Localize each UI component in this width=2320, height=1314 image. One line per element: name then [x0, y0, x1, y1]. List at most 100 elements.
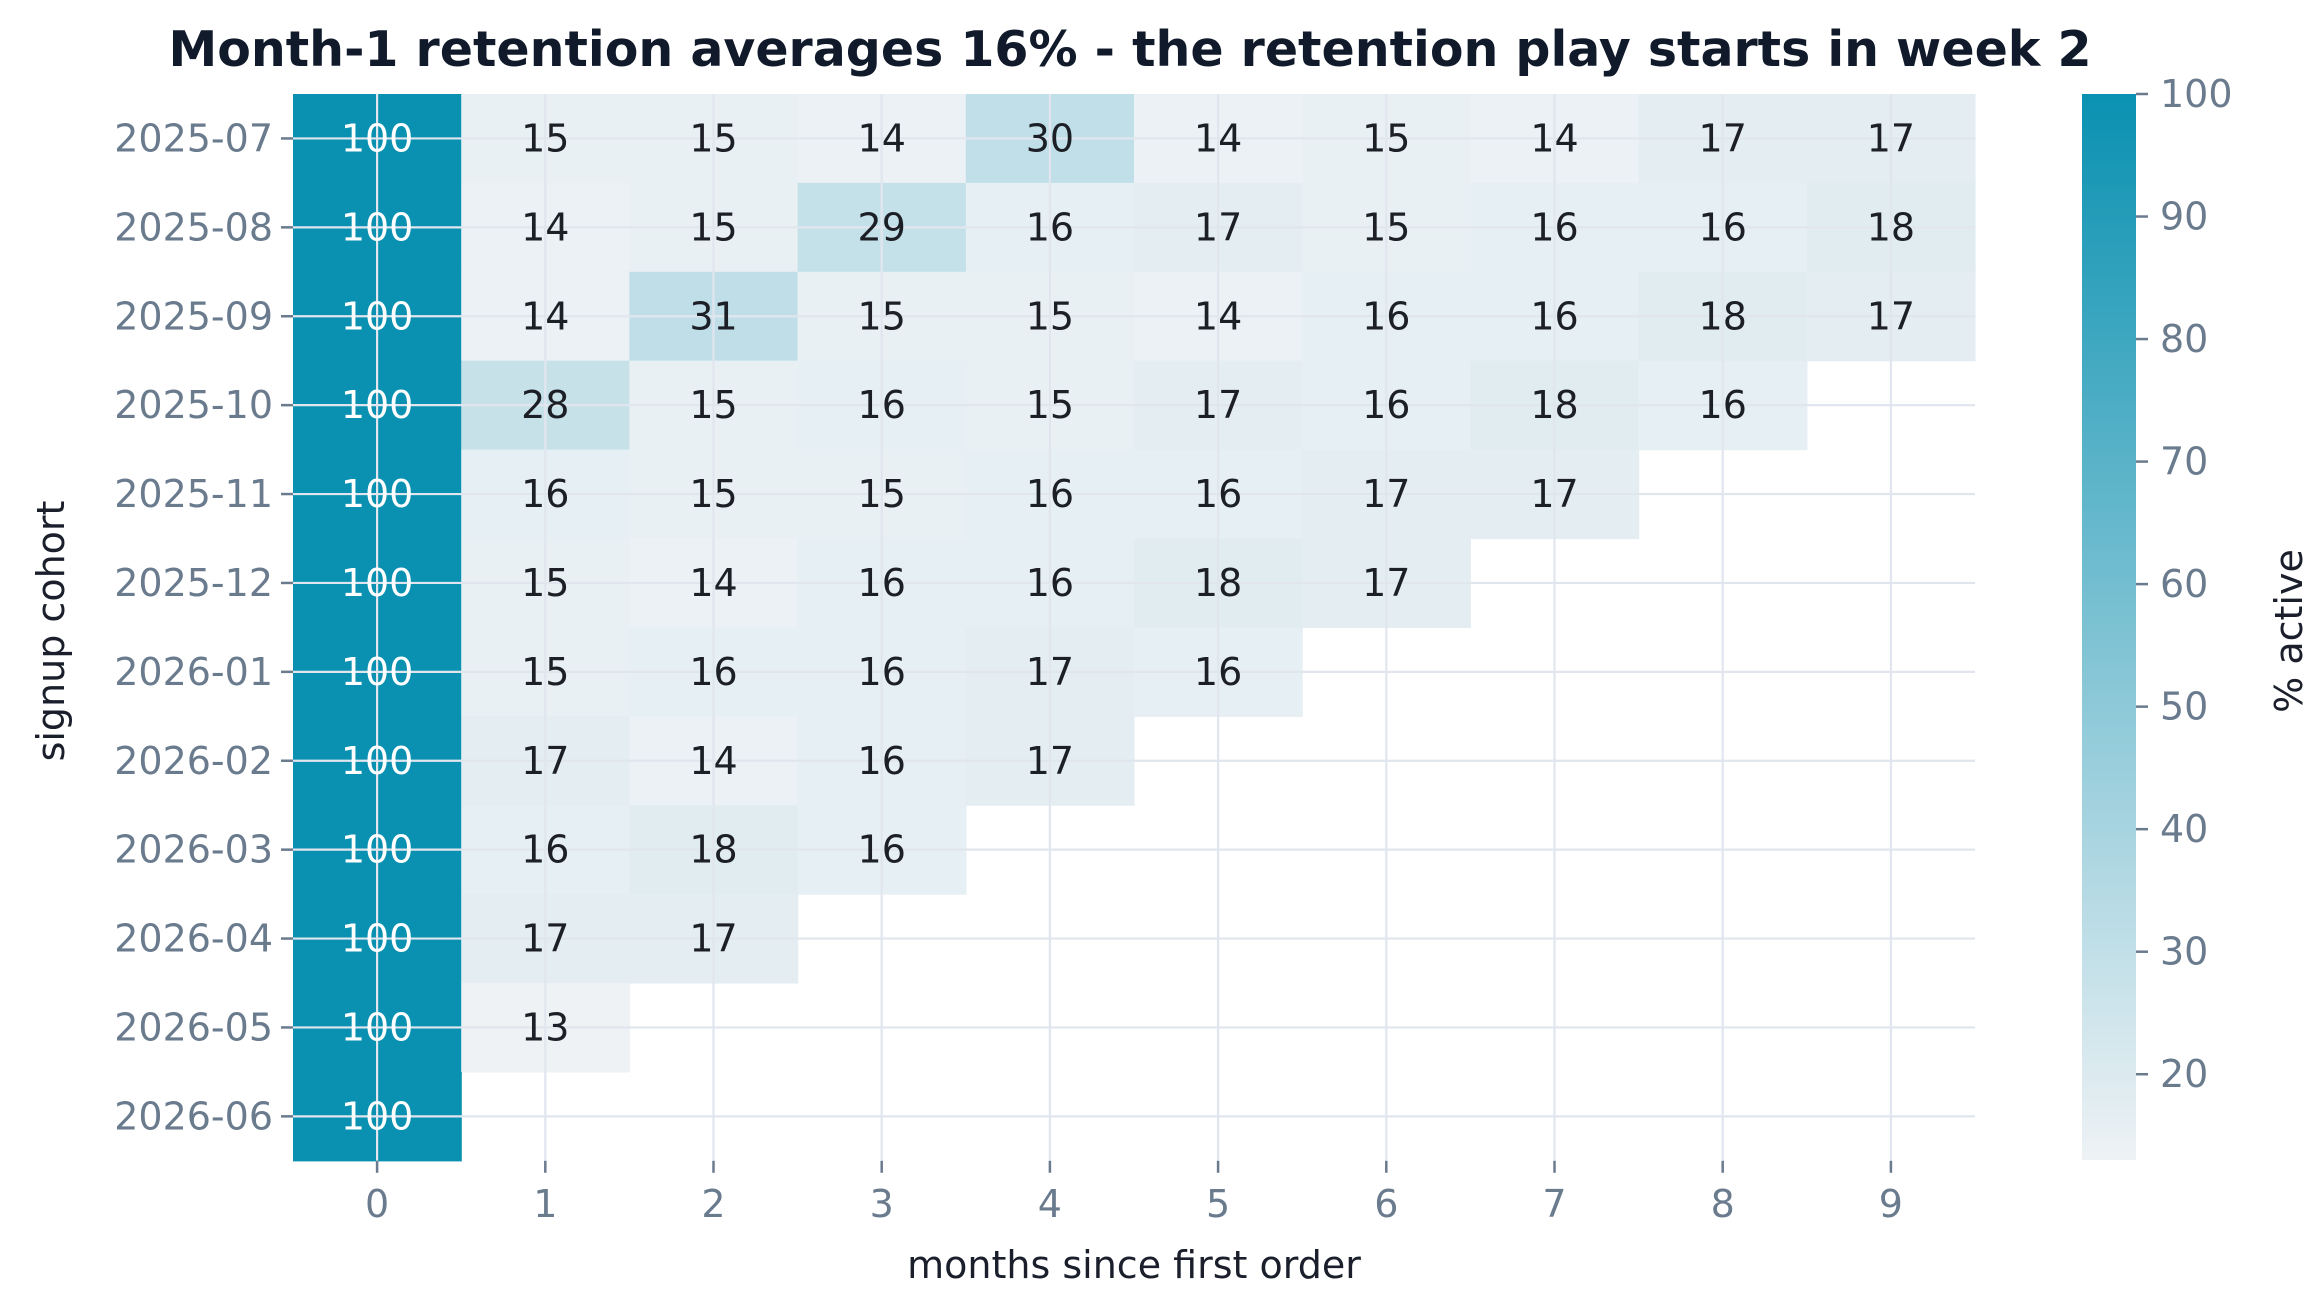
y-axis: 2025-07 2025-08 2025-09 2025-10 2025-11 2025-… — [114, 116, 293, 1138]
colorbar-tick-label: 100 — [2160, 72, 2233, 116]
cell-value-label: 29 — [858, 205, 906, 249]
y-tick-label: 2025-08 — [114, 205, 273, 249]
cell-value-label: 15 — [521, 650, 569, 694]
cell-value-label: 18 — [1867, 205, 1915, 249]
y-tick-label: 2025-11 — [114, 472, 273, 516]
y-tick-label: 2026-01 — [114, 650, 273, 694]
cell-value-label: 16 — [521, 472, 569, 516]
cell-value-label: 16 — [1530, 294, 1578, 338]
cell-value-label: 15 — [1026, 383, 1074, 427]
x-tick-label: 7 — [1542, 1182, 1566, 1226]
x-tick-label: 0 — [365, 1182, 389, 1226]
colorbar-ticks: 20 30 40 50 60 70 80 90 100 — [2136, 72, 2233, 1096]
cell-value-label: 13 — [521, 1005, 569, 1049]
cell-value-label: 18 — [1194, 561, 1242, 605]
cell-value-label: 15 — [689, 383, 737, 427]
cell-value-label: 15 — [1362, 205, 1410, 249]
cell-value-label: 15 — [858, 472, 906, 516]
cell-value-label: 100 — [341, 650, 414, 694]
cell-value-label: 17 — [1699, 116, 1747, 160]
y-tick-label: 2026-06 — [114, 1094, 273, 1138]
cell-value-label: 17 — [1194, 205, 1242, 249]
cell-value-label: 100 — [341, 917, 414, 961]
colorbar-tick-label: 90 — [2160, 195, 2208, 239]
cell-value-label: 100 — [341, 294, 414, 338]
cell-value-label: 28 — [521, 383, 569, 427]
cell-value-label: 16 — [1026, 205, 1074, 249]
cell-value-label: 16 — [858, 650, 906, 694]
cell-value-label: 16 — [1699, 383, 1747, 427]
x-tick-label: 2 — [701, 1182, 725, 1226]
cell-value-label: 14 — [1194, 294, 1242, 338]
x-axis: 0 1 2 3 4 5 6 7 8 9 — [365, 1160, 1903, 1226]
cell-value-label: 17 — [521, 739, 569, 783]
cell-value-label: 16 — [1194, 472, 1242, 516]
cell-value-label: 16 — [1530, 205, 1578, 249]
cell-value-label: 17 — [1867, 116, 1915, 160]
cell-value-label: 100 — [341, 383, 414, 427]
colorbar-tick-label: 70 — [2160, 440, 2208, 484]
colorbar-tick-label: 80 — [2160, 317, 2208, 361]
cell-value-label: 17 — [689, 917, 737, 961]
cell-value-label: 16 — [689, 650, 737, 694]
cell-value-label: 14 — [1530, 116, 1578, 160]
cell-value-label: 18 — [1530, 383, 1578, 427]
x-tick-label: 8 — [1711, 1182, 1735, 1226]
colorbar-tick-label: 60 — [2160, 562, 2208, 606]
cell-value-label: 16 — [1026, 561, 1074, 605]
cell-value-label: 14 — [689, 739, 737, 783]
cell-value-label: 17 — [1026, 739, 1074, 783]
y-tick-label: 2025-10 — [114, 383, 273, 427]
cell-value-label: 16 — [1362, 383, 1410, 427]
y-axis-label: signup cohort — [29, 501, 73, 762]
x-tick-label: 1 — [533, 1182, 557, 1226]
cell-value-label: 16 — [521, 828, 569, 872]
y-tick-label: 2025-07 — [114, 116, 273, 160]
x-axis-label: months since first order — [907, 1243, 1361, 1287]
y-tick-label: 2026-04 — [114, 917, 273, 961]
chart-title: Month-1 retention averages 16% - the ret… — [168, 21, 2091, 78]
cell-value-label: 15 — [521, 116, 569, 160]
cell-value-label: 16 — [1194, 650, 1242, 694]
cell-value-label: 16 — [858, 828, 906, 872]
cell-value-label: 100 — [341, 1005, 414, 1049]
cell-value-label: 15 — [689, 472, 737, 516]
cell-value-label: 100 — [341, 828, 414, 872]
y-tick-label: 2026-03 — [114, 828, 273, 872]
cell-value-label: 15 — [1026, 294, 1074, 338]
cell-value-label: 100 — [341, 472, 414, 516]
x-tick-label: 6 — [1374, 1182, 1398, 1226]
cell-value-label: 15 — [689, 116, 737, 160]
cell-value-label: 15 — [858, 294, 906, 338]
cell-value-label: 14 — [1194, 116, 1242, 160]
cell-value-label: 14 — [689, 561, 737, 605]
colorbar-tick-label: 20 — [2160, 1052, 2208, 1096]
cell-value-label: 15 — [1362, 116, 1410, 160]
cell-value-label: 14 — [521, 294, 569, 338]
grid-lines — [293, 94, 1975, 1161]
colorbar-tick-label: 30 — [2160, 930, 2208, 974]
cell-value-label: 100 — [341, 116, 414, 160]
cell-value-label: 16 — [858, 739, 906, 783]
cell-value-label: 14 — [521, 205, 569, 249]
cell-value-label: 100 — [341, 561, 414, 605]
cell-value-label: 17 — [1026, 650, 1074, 694]
y-tick-label: 2025-09 — [114, 294, 273, 338]
cell-value-label: 100 — [341, 739, 414, 783]
cell-value-label: 17 — [1867, 294, 1915, 338]
cell-value-label: 15 — [689, 205, 737, 249]
cell-value-label: 18 — [689, 828, 737, 872]
cell-value-label: 100 — [341, 1094, 414, 1138]
x-tick-label: 5 — [1206, 1182, 1230, 1226]
cell-value-label: 17 — [1362, 472, 1410, 516]
y-tick-label: 2026-05 — [114, 1005, 273, 1049]
cell-value-label: 16 — [858, 383, 906, 427]
cell-value-label: 100 — [341, 205, 414, 249]
cell-value-label: 31 — [689, 294, 737, 338]
cell-value-label: 18 — [1699, 294, 1747, 338]
cell-value-label: 30 — [1026, 116, 1074, 160]
cell-value-label: 14 — [858, 116, 906, 160]
y-tick-label: 2026-02 — [114, 739, 273, 783]
cell-value-label: 16 — [1362, 294, 1410, 338]
